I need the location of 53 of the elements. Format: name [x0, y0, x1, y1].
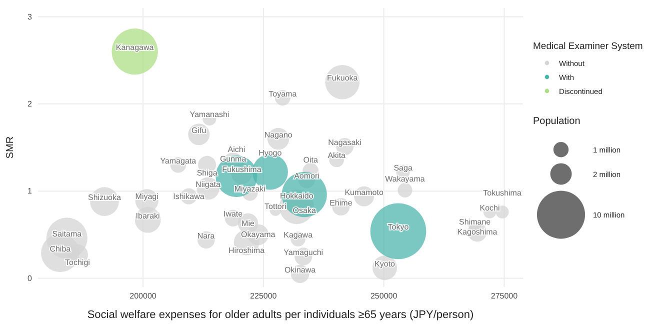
annotation: Fukuoka: [327, 74, 358, 83]
annotation: Okinawa: [284, 265, 316, 274]
annotation: Chiba: [50, 244, 72, 254]
y-tick-label: 0: [28, 274, 33, 283]
x-axis-title: Social welfare expenses for older adults per individuals ≥65 years (JPY/person): [87, 309, 474, 321]
y-tick-label: 1: [28, 186, 33, 196]
annotation: Toyama: [268, 89, 298, 98]
annotation: Shimane: [459, 217, 492, 226]
x-tick-label: 250000: [370, 292, 398, 301]
annotation: Tochigi: [65, 258, 90, 268]
legend-title: Medical Examiner System: [533, 41, 643, 52]
annotation: Oita: [303, 156, 318, 165]
x-tick-label: 225000: [250, 292, 278, 301]
text: Population: [533, 116, 580, 127]
annotation: Yamagata: [160, 156, 197, 166]
annotation: Aichi: [228, 144, 246, 154]
annotation: Kyoto: [374, 259, 396, 268]
annotation: Kanagawa: [116, 43, 154, 52]
annotation: Ehime: [330, 198, 353, 208]
annotation: Kagoshima: [457, 228, 498, 237]
annotation: Nagasaki: [328, 138, 362, 148]
annotation: Ibaraki: [136, 211, 160, 220]
annotation: Saitama: [52, 230, 82, 239]
annotation: Kochi: [480, 204, 500, 213]
annotation: Tokyo: [388, 222, 410, 232]
annotation: Aomori: [294, 171, 320, 180]
annotation: Hyogo: [258, 148, 282, 158]
annotation: Akita: [328, 151, 346, 160]
annotation: Nagano: [264, 130, 293, 140]
annotation: Mie: [242, 218, 255, 228]
annotation: Hiroshima: [228, 246, 266, 256]
y-tick-label: 3: [28, 12, 33, 22]
annotation: Tottori: [264, 202, 287, 211]
annotation: Osaka: [292, 206, 316, 216]
annotation: Gifu: [192, 126, 206, 135]
annotation: Kumamoto: [344, 188, 384, 197]
annotation: Wakayama: [385, 174, 426, 184]
y-tick-label: 2: [28, 99, 33, 108]
annotation: Ishikawa: [173, 192, 205, 201]
annotation: Okayama: [240, 230, 276, 240]
annotation: Yamanashi: [190, 110, 230, 120]
annotation: Iwate: [223, 210, 244, 219]
annotation: Saga: [394, 163, 413, 172]
annotation: Tokushima: [483, 188, 522, 198]
annotation: Shizuoka: [88, 193, 122, 202]
annotation: Fukushima: [222, 165, 262, 174]
annotation: Miyagi: [135, 192, 159, 202]
annotation: Kagawa: [284, 230, 314, 240]
y-axis-title: SMR: [5, 136, 16, 159]
x-tick-label: 200000: [130, 292, 157, 301]
x-tick-label: 275000: [490, 292, 518, 301]
annotation: Nara: [197, 231, 216, 240]
annotation: Yamaguchi: [284, 248, 324, 257]
